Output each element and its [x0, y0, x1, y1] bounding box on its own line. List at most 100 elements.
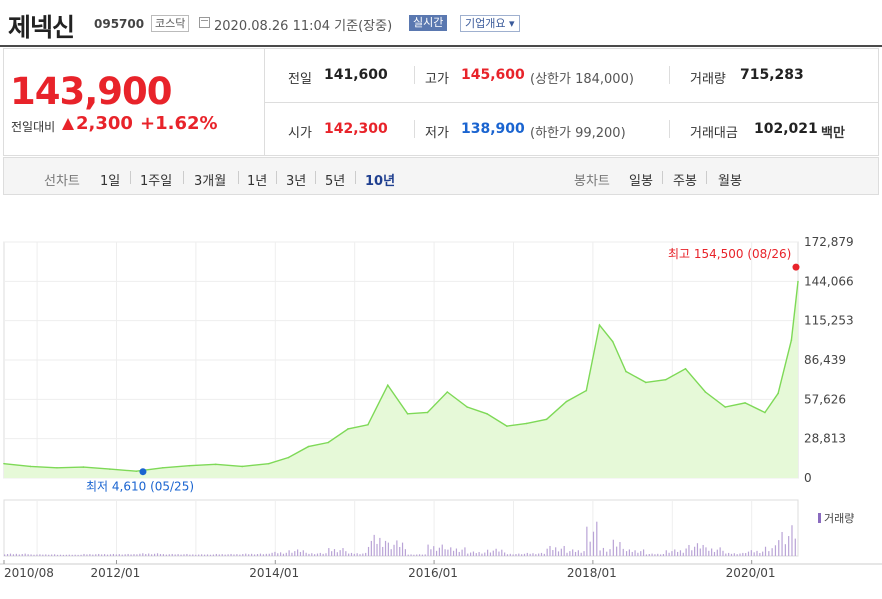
volume-bar — [325, 553, 327, 556]
period-1d[interactable]: 1일 — [100, 174, 121, 189]
volume-bar — [86, 554, 88, 556]
volume-bar — [619, 542, 621, 556]
volume-bar — [596, 521, 598, 556]
volume-bar — [401, 542, 404, 556]
price-point — [645, 381, 647, 384]
volume-bar — [696, 543, 699, 556]
volume-bar — [59, 554, 62, 556]
period-1y[interactable]: 1년 — [247, 174, 268, 189]
volume-bar — [450, 547, 452, 556]
volume-bar — [602, 547, 605, 556]
volume-bar — [438, 547, 441, 556]
period-1w[interactable]: 1주일 — [140, 174, 173, 189]
volume-bar — [265, 553, 267, 556]
volume-bar — [599, 550, 601, 556]
volume-bar — [418, 554, 421, 556]
x-tick-label: 2010/08 — [4, 566, 54, 580]
volume-bar — [271, 552, 273, 556]
candle-monthly[interactable]: 월봉 — [718, 174, 742, 189]
volume-bar — [586, 526, 588, 556]
period-10y[interactable]: 10년 — [365, 174, 396, 189]
price-point — [267, 462, 270, 465]
volume-bar — [65, 554, 67, 556]
price-point — [29, 465, 32, 468]
volume-bar — [756, 550, 758, 556]
period-5y[interactable]: 5년 — [325, 174, 346, 189]
price-point — [135, 470, 138, 472]
high-label: 고가 — [425, 72, 449, 87]
volume-bar — [370, 540, 372, 556]
volume-bar — [376, 543, 378, 556]
quote-timestamp: 2020.08.26 11:04 기준(장중) — [214, 19, 393, 34]
volume-bar — [379, 537, 381, 556]
volume-bar — [148, 553, 150, 556]
volume-bar — [685, 548, 687, 556]
low-label: 저가 — [425, 126, 449, 141]
volume-bar — [56, 554, 59, 556]
volume-bar — [424, 554, 426, 556]
price-point — [764, 411, 766, 414]
candle-daily[interactable]: 일봉 — [629, 174, 653, 189]
volume-bar — [74, 554, 76, 556]
volume-bar — [747, 551, 750, 556]
volume-bar — [739, 553, 741, 556]
volume-bar — [165, 554, 167, 556]
volume-bar — [390, 549, 392, 556]
volume-bar — [725, 553, 727, 556]
volume-bar — [242, 554, 244, 556]
period-3m[interactable]: 3개월 — [194, 174, 227, 189]
price-point — [446, 391, 449, 393]
volume-bar — [139, 553, 141, 556]
y-tick-label: 172,879 — [804, 235, 854, 249]
volume-bar — [262, 554, 264, 556]
volume-bar — [291, 552, 293, 556]
header-divider — [0, 45, 882, 47]
volume-bar — [396, 540, 398, 556]
period-separator — [355, 171, 356, 184]
market-badge: 코스닥 — [151, 15, 190, 32]
price-point — [525, 422, 528, 425]
volume-bar — [162, 554, 164, 556]
volume-bar — [33, 554, 35, 556]
volume-bar — [18, 554, 20, 556]
volume-bar — [339, 550, 341, 556]
volume-bar — [569, 551, 571, 556]
volume-bar — [407, 554, 409, 556]
volume-bar — [294, 551, 296, 556]
volume-bar — [51, 554, 53, 556]
volume-bar — [42, 554, 44, 556]
price-chart[interactable]: 172,879 144,066 115,253 86,439 57,626 28,813 0… — [0, 195, 882, 599]
price-point — [426, 411, 429, 414]
volume-bar — [80, 554, 82, 556]
volume-bar — [774, 545, 777, 556]
volume-bar — [642, 549, 645, 556]
volume-bar — [464, 547, 466, 556]
company-overview-dropdown[interactable]: 기업개요 ▾ — [460, 15, 520, 32]
volume-bar — [435, 550, 438, 556]
volume-bar — [788, 536, 790, 556]
volume-bar — [784, 544, 786, 556]
volume-bar — [694, 546, 696, 556]
period-3y[interactable]: 3년 — [286, 174, 307, 189]
volume-bar — [487, 549, 489, 556]
volume-bar — [336, 552, 338, 556]
price-point — [565, 400, 568, 403]
volume-bar — [106, 554, 109, 556]
upper-limit: (상한가 184,000) — [530, 72, 634, 87]
volume-bar — [566, 552, 568, 556]
realtime-button[interactable]: 실시간 — [409, 15, 448, 31]
volume-bar — [492, 550, 494, 556]
volume-bar — [470, 552, 472, 556]
volume-bar — [171, 553, 173, 556]
volume-bar — [555, 547, 557, 556]
volume-bar — [89, 554, 91, 556]
volume-bar — [153, 553, 156, 556]
volume-bar — [174, 554, 176, 556]
volume-bar — [722, 550, 724, 556]
volume-bar — [574, 551, 577, 556]
volume-bar — [127, 553, 129, 556]
candle-weekly[interactable]: 주봉 — [673, 174, 697, 189]
x-tick-label: 2018/01 — [567, 566, 617, 580]
volume-bar — [441, 544, 443, 556]
volume-value: 715,283 — [740, 67, 804, 83]
